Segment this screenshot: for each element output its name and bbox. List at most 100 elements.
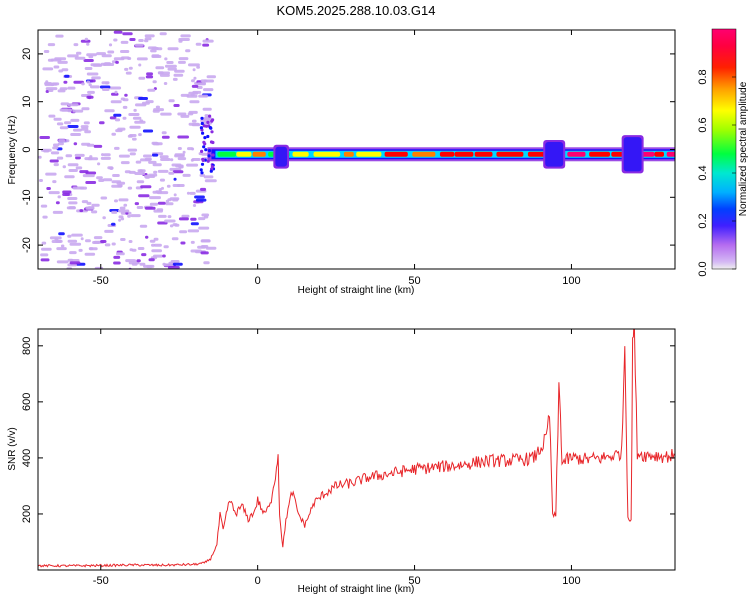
noise-speckle	[127, 134, 133, 138]
noise-speckle	[190, 158, 194, 162]
noise-speckle	[85, 206, 95, 210]
noise-speckle	[136, 206, 144, 209]
noise-speckle	[111, 180, 122, 184]
noise-speckle	[160, 158, 171, 161]
noise-speckle	[167, 266, 180, 269]
signal-burst-inner	[545, 141, 564, 167]
noise-speckle	[171, 237, 179, 241]
noise-speckle	[124, 93, 128, 97]
noise-speckle	[57, 142, 64, 146]
noise-speckle	[124, 67, 129, 71]
noise-speckle	[48, 114, 56, 118]
noise-speckle	[180, 93, 190, 97]
noise-speckle	[205, 246, 217, 250]
signal-core-segment	[654, 151, 664, 157]
noise-speckle	[153, 209, 163, 213]
noise-speckle	[99, 85, 111, 89]
noise-speckle	[198, 217, 206, 221]
noise-speckle	[182, 150, 186, 154]
noise-speckle	[147, 46, 157, 50]
noise-speckle	[129, 248, 134, 252]
signal-core-segment	[439, 151, 455, 157]
signal-onset-speckle	[199, 168, 203, 172]
noise-speckle	[67, 234, 72, 238]
noise-speckle	[198, 94, 209, 98]
noise-speckle	[83, 121, 90, 125]
noise-speckle	[158, 71, 170, 75]
signal-core-segment	[666, 151, 675, 157]
noise-speckle	[129, 152, 136, 156]
noise-speckle	[79, 209, 84, 213]
noise-speckle	[118, 209, 130, 213]
snr-line	[38, 329, 675, 568]
noise-speckle	[155, 190, 162, 194]
noise-speckle	[93, 236, 103, 240]
noise-speckle	[137, 169, 144, 173]
noise-speckle	[138, 39, 144, 42]
noise-speckle	[200, 79, 208, 83]
noise-speckle	[127, 214, 131, 218]
signal-onset-speckle	[203, 136, 207, 140]
noise-speckle	[138, 76, 146, 80]
noise-speckle	[169, 197, 180, 201]
noise-speckle	[85, 181, 97, 184]
signal-core-segment	[589, 151, 610, 157]
noise-speckle	[172, 77, 178, 81]
noise-speckle	[114, 146, 120, 150]
noise-speckle	[47, 43, 56, 47]
noise-speckle	[87, 90, 95, 94]
noise-speckle	[190, 240, 195, 244]
noise-speckle	[86, 95, 94, 99]
noise-speckle	[39, 136, 50, 139]
noise-speckle	[48, 89, 54, 92]
noise-speckle	[131, 262, 138, 266]
noise-speckle	[108, 43, 113, 47]
y-tick-label: 0	[21, 146, 33, 152]
noise-speckle	[188, 110, 198, 114]
figure-title: KOM5.2025.288.10.03.G14	[276, 3, 435, 18]
noise-speckle	[191, 119, 197, 123]
noise-speckle	[67, 125, 79, 128]
noise-speckle	[149, 239, 156, 243]
noise-speckle	[114, 90, 118, 94]
signal-core-segment	[384, 151, 408, 157]
signal-burst-inner	[275, 146, 288, 167]
noise-speckle	[132, 137, 137, 141]
noise-speckle	[53, 65, 60, 69]
noise-speckle	[134, 172, 146, 175]
noise-speckle	[91, 210, 98, 214]
snr-x-label: Height of straight line (km)	[298, 584, 415, 595]
signal-core-segment	[343, 151, 354, 157]
noise-speckle	[52, 210, 63, 214]
noise-speckle	[196, 65, 200, 69]
noise-speckle	[138, 97, 148, 100]
signal-onset-speckle	[211, 140, 215, 145]
noise-speckle	[52, 146, 59, 150]
noise-speckle	[111, 222, 116, 226]
noise-speckle	[167, 215, 172, 219]
noise-speckle	[42, 215, 48, 219]
noise-speckle	[86, 42, 90, 46]
noise-speckle	[132, 116, 142, 120]
noise-speckle	[43, 50, 50, 53]
noise-speckle	[104, 229, 114, 233]
signal-core-segment	[454, 151, 474, 157]
signal-core-segment	[611, 151, 624, 157]
noise-speckle	[113, 38, 118, 42]
noise-speckle	[195, 42, 202, 46]
signal-core-segment	[474, 151, 493, 157]
noise-speckle	[138, 133, 142, 137]
noise-speckle	[56, 156, 64, 160]
noise-speckle	[189, 191, 196, 195]
signal-onset-speckle	[206, 120, 210, 124]
noise-speckle	[187, 229, 200, 233]
noise-speckle	[81, 127, 89, 131]
noise-speckle	[203, 175, 214, 179]
noise-speckle	[70, 133, 81, 136]
noise-speckle	[120, 97, 126, 101]
noise-speckle	[170, 158, 174, 162]
noise-speckle	[151, 249, 162, 253]
noise-speckle	[84, 37, 89, 41]
noise-speckle	[186, 163, 199, 167]
noise-speckle	[129, 125, 141, 129]
